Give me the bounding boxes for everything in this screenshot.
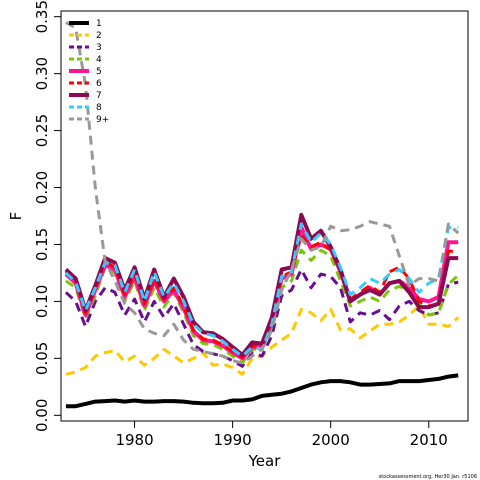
y-tick-label: 0.35 xyxy=(33,0,51,33)
y-tick-label: 0.20 xyxy=(33,171,51,204)
y-tick-label: 0.30 xyxy=(33,57,51,90)
legend-label: 1 xyxy=(96,19,102,29)
series-line-6 xyxy=(64,233,459,359)
legend-label: 8 xyxy=(96,103,102,113)
x-tick-label: 1990 xyxy=(214,431,252,449)
series-layer xyxy=(64,21,460,409)
legend-label: 3 xyxy=(96,43,102,53)
series-line-8 xyxy=(64,222,459,358)
series-line-7 xyxy=(64,212,459,357)
x-tick-label: 1980 xyxy=(115,431,153,449)
y-axis-title: F xyxy=(7,212,25,221)
y-tick-label: 0.05 xyxy=(33,342,51,375)
legend-label: 4 xyxy=(96,55,102,65)
plot-frame xyxy=(60,10,469,422)
series-line-1 xyxy=(65,373,459,409)
legend-label: 2 xyxy=(96,31,102,41)
axes-layer: 1980 1990 2000 2010 0.00 0.05 0.10 0.15 0.20 0.25… xyxy=(33,0,469,449)
series-line-9plus xyxy=(65,21,460,365)
y-tick-label: 0.15 xyxy=(33,228,51,261)
legend: 1 2 3 4 5 6 7 8 9+ xyxy=(69,19,109,125)
x-tick-label: 2010 xyxy=(410,431,448,449)
legend-label: 5 xyxy=(96,67,102,77)
series-line-3 xyxy=(64,268,459,368)
legend-label: 9+ xyxy=(96,115,109,125)
y-tick-label: 0.00 xyxy=(33,399,51,432)
y-tick-label: 0.25 xyxy=(33,114,51,147)
legend-label: 7 xyxy=(96,91,102,101)
y-tick-label: 0.10 xyxy=(33,285,51,318)
footer-note: stockassessment.org, Her30 Jan. r5106 xyxy=(379,474,477,480)
x-axis-title: Year xyxy=(248,452,282,470)
x-tick-label: 2000 xyxy=(312,431,350,449)
legend-label: 6 xyxy=(96,79,102,89)
